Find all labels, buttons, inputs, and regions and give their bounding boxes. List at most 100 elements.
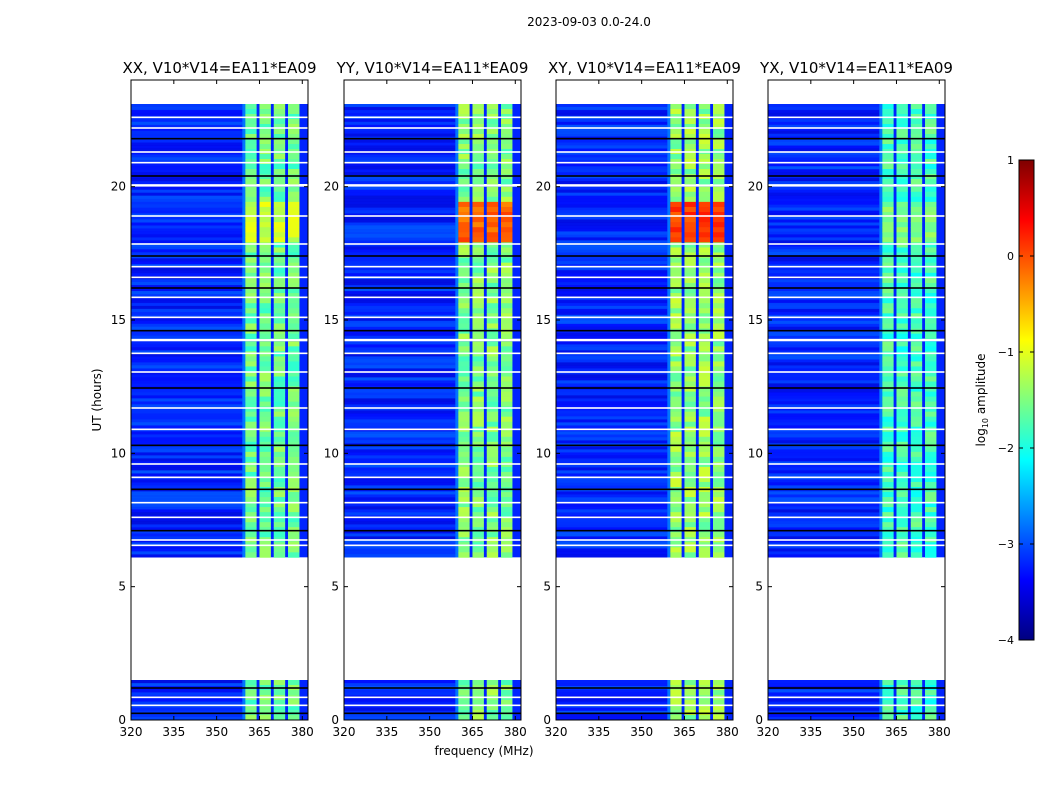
heatmap-row xyxy=(344,503,456,507)
heatmap-row xyxy=(344,308,456,313)
band-cell xyxy=(698,371,711,377)
band-cell xyxy=(245,179,257,185)
band-cell xyxy=(458,267,470,274)
band-cell xyxy=(896,169,908,175)
band-cell xyxy=(882,298,894,304)
heatmap-row xyxy=(556,166,668,170)
band-cell xyxy=(882,522,894,528)
band-cell xyxy=(882,201,894,208)
band-cell xyxy=(486,406,499,413)
band-cell xyxy=(925,690,937,696)
band-cell xyxy=(684,169,696,175)
band-cell xyxy=(698,406,711,413)
band-cell xyxy=(245,391,257,397)
band-cell xyxy=(273,267,286,274)
band-cell xyxy=(486,517,499,523)
band-cell xyxy=(925,144,937,150)
band-cell xyxy=(670,431,682,438)
band-cell xyxy=(713,547,725,553)
band-cell xyxy=(896,451,908,458)
heatmap-row xyxy=(556,467,668,471)
heatmap-row xyxy=(768,383,880,387)
heatmap-row xyxy=(344,689,456,693)
band-cell xyxy=(245,492,257,498)
band-cell xyxy=(925,191,937,198)
band-cell xyxy=(684,456,696,463)
band-cell xyxy=(896,318,908,324)
heatmap-row xyxy=(556,332,668,336)
heatmap-row xyxy=(344,554,456,558)
band-cell xyxy=(458,416,470,423)
heatmap-row xyxy=(344,104,456,108)
band-cell xyxy=(713,272,725,279)
band-cell xyxy=(698,512,711,518)
heatmap-row xyxy=(344,106,456,111)
heatmap-row xyxy=(768,545,880,549)
heatmap-row xyxy=(131,109,243,114)
band-cell xyxy=(698,237,711,243)
heatmap-row xyxy=(131,713,243,718)
band-cell xyxy=(713,124,725,130)
heatmap-row xyxy=(768,127,880,131)
band-cell xyxy=(458,441,470,448)
band-cell xyxy=(259,481,271,488)
heatmap-row xyxy=(556,288,668,292)
heatmap-row xyxy=(556,395,668,399)
band-cell xyxy=(670,436,682,443)
band-cell xyxy=(698,288,711,294)
band-cell xyxy=(245,282,257,289)
band-cell xyxy=(882,502,894,508)
band-cell xyxy=(684,361,696,367)
band-cell xyxy=(896,237,908,243)
band-cell xyxy=(670,492,682,498)
band-cell xyxy=(458,361,470,367)
y-tick-label: 15 xyxy=(324,313,339,327)
band-cell xyxy=(245,705,257,711)
band-cell xyxy=(684,179,696,185)
heatmap-row xyxy=(131,434,243,438)
heatmap-row xyxy=(344,130,456,134)
heatmap-row xyxy=(556,296,668,301)
band-cell xyxy=(472,257,484,264)
band-cell xyxy=(925,139,937,145)
band-cell xyxy=(273,196,286,203)
band-cell xyxy=(713,237,725,243)
band-cell xyxy=(896,346,908,352)
heatmap-row xyxy=(131,166,243,170)
band-cell xyxy=(713,201,725,208)
band-cell xyxy=(245,416,257,423)
band-cell xyxy=(684,401,696,408)
band-cell xyxy=(684,232,696,238)
band-cell xyxy=(259,356,271,362)
band-cell xyxy=(501,547,513,553)
heatmap-row xyxy=(344,551,456,555)
band-cell xyxy=(458,282,470,289)
band-cell xyxy=(882,451,894,458)
band-cell xyxy=(486,206,499,213)
band-cell xyxy=(273,456,286,463)
band-cell xyxy=(259,124,271,130)
gap-line xyxy=(131,407,308,409)
heatmap-row xyxy=(131,512,243,516)
band-cell xyxy=(910,396,923,403)
gap-line xyxy=(768,175,945,177)
heatmap-row xyxy=(768,299,880,304)
band-cell xyxy=(670,371,682,377)
band-cell xyxy=(670,333,682,340)
y-tick-label: 20 xyxy=(536,180,551,194)
heatmap-row xyxy=(344,545,456,549)
heatmap-row xyxy=(344,539,456,543)
gap-line xyxy=(344,463,521,465)
band-cell xyxy=(698,492,711,498)
band-cell xyxy=(910,512,923,518)
band-cell xyxy=(698,481,711,488)
band-cell xyxy=(486,371,499,377)
band-cell xyxy=(259,313,271,319)
colorbar-gradient xyxy=(1018,159,1035,641)
band-edge xyxy=(455,341,459,558)
band-cell xyxy=(882,109,894,115)
band-cell xyxy=(501,512,513,518)
band-cell xyxy=(288,318,300,324)
gap-line xyxy=(344,387,521,389)
band-cell xyxy=(472,507,484,513)
